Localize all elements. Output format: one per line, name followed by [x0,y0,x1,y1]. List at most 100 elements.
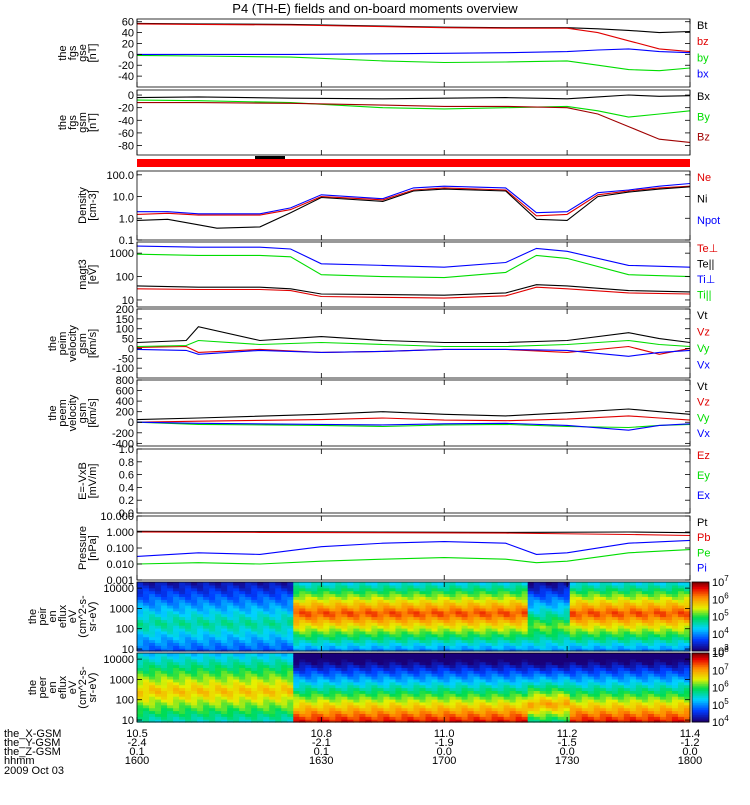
y-tick-label: -200 [112,428,134,440]
spectrogram-cell [389,590,397,595]
spectrogram-cell [359,658,367,663]
spectrogram-cell [299,582,306,586]
spectrogram-cell [659,673,667,677]
spectrogram-cell [221,645,228,649]
spectrogram-cell [179,653,186,657]
spectrogram-cell [401,587,409,592]
spectrogram-cell [569,687,577,691]
spectrogram-cell [245,645,252,649]
spectrogram-cell [581,678,589,683]
spectrogram-cell [281,599,288,603]
spectrogram-cell [137,619,144,623]
spectrogram-cell [587,628,595,632]
spectrogram-cell [239,596,246,600]
spectrogram-cell [503,699,511,703]
spectrogram-cell [671,607,679,612]
spectrogram-cell [281,661,288,666]
spectrogram-cell [317,610,324,615]
spectrogram-cell [167,642,174,646]
colorbar-segment [692,607,709,611]
spectrogram-cell [383,639,391,643]
colorbar-segment [692,685,709,688]
spectrogram-cell [137,642,144,646]
spectrogram-cell [275,664,282,668]
spectrogram-cell [599,628,607,632]
spectrogram-cell [233,664,240,668]
spectrogram-cell [275,593,282,597]
spectrogram-cell [257,610,264,615]
spectrogram-cell [347,690,354,694]
spectrogram-cell [353,593,360,597]
spectrogram-cell [659,584,667,589]
y-tick-label: 1.0 [119,213,134,225]
spectrogram-cell [161,678,168,683]
spectrogram-cell [389,613,397,618]
spectrogram-cell [173,664,180,668]
spectrogram-cell [455,616,463,620]
spectrogram-cell [569,584,577,589]
spectrogram-cell [449,681,457,686]
spectrogram-cell [449,687,457,691]
spectrogram-cell [323,599,330,603]
spectrogram-cell [371,610,379,615]
spectrogram-cell [491,582,499,586]
spectrogram-cell [653,678,661,683]
spectrogram-cell [617,645,625,649]
spectrogram-cell [197,687,204,691]
spectrogram-cell [191,605,198,609]
spectrogram-cell [287,625,294,629]
spectrogram-cell [173,699,180,703]
spectrogram-cell [557,693,565,697]
colorbar-segment [692,590,709,593]
spectrogram-cell [485,710,493,714]
spectrogram-cell [335,658,342,663]
spectrogram-cell [317,687,324,691]
spectrogram-cell [155,587,162,592]
spectrogram-cell [491,639,499,643]
spectrogram-cell [269,684,276,689]
spectrogram-cell [611,704,619,709]
spectrogram-cell [407,684,415,689]
spectrogram-cell [605,676,613,680]
spectrogram-cell [347,610,354,615]
spectrogram-cell [167,582,174,586]
spectrogram-cell [653,716,661,720]
spectrogram-cell [299,713,306,717]
spectrogram-cell [605,630,613,635]
spectrogram-cell [401,676,409,680]
spectrogram-cell [257,625,264,629]
spectrogram-cell [425,602,433,606]
spectrogram-cell [161,664,168,668]
spectrogram-cell [497,630,505,635]
spectrogram-cell [515,678,523,683]
spectrogram-cell [653,667,661,671]
spectrogram-cell [539,699,547,703]
spectrogram-cell [545,713,553,717]
spectrogram-cell [227,673,234,677]
spectrogram-cell [443,710,451,714]
spectrogram-cell [617,636,625,641]
spectrogram-cell [581,619,589,623]
spectrogram-cell [581,673,589,677]
spectrogram-cell [641,613,649,618]
spectrogram-cell [149,687,156,691]
spectrogram-cell [413,628,421,632]
spectrogram-cell [227,687,234,691]
y-tick-label: -50 [118,353,134,365]
spectrogram-cell [371,719,379,723]
spectrogram-cell [365,670,373,674]
spectrogram-cell [545,610,553,615]
series-group [137,530,690,565]
spectrogram-cell [251,582,258,586]
spectrogram-cell [227,696,234,700]
spectrogram-cell [545,699,553,703]
legend-entry: Vt [697,310,707,322]
spectrogram-cell [461,716,469,720]
spectrogram-cell [233,610,240,615]
spectrogram-cell [389,619,397,623]
spectrogram-cell [263,653,270,657]
spectrogram-cell [221,625,228,629]
spectrogram-cell [473,587,481,592]
spectrogram-cell [143,707,150,712]
spectrogram-cell [359,625,367,629]
